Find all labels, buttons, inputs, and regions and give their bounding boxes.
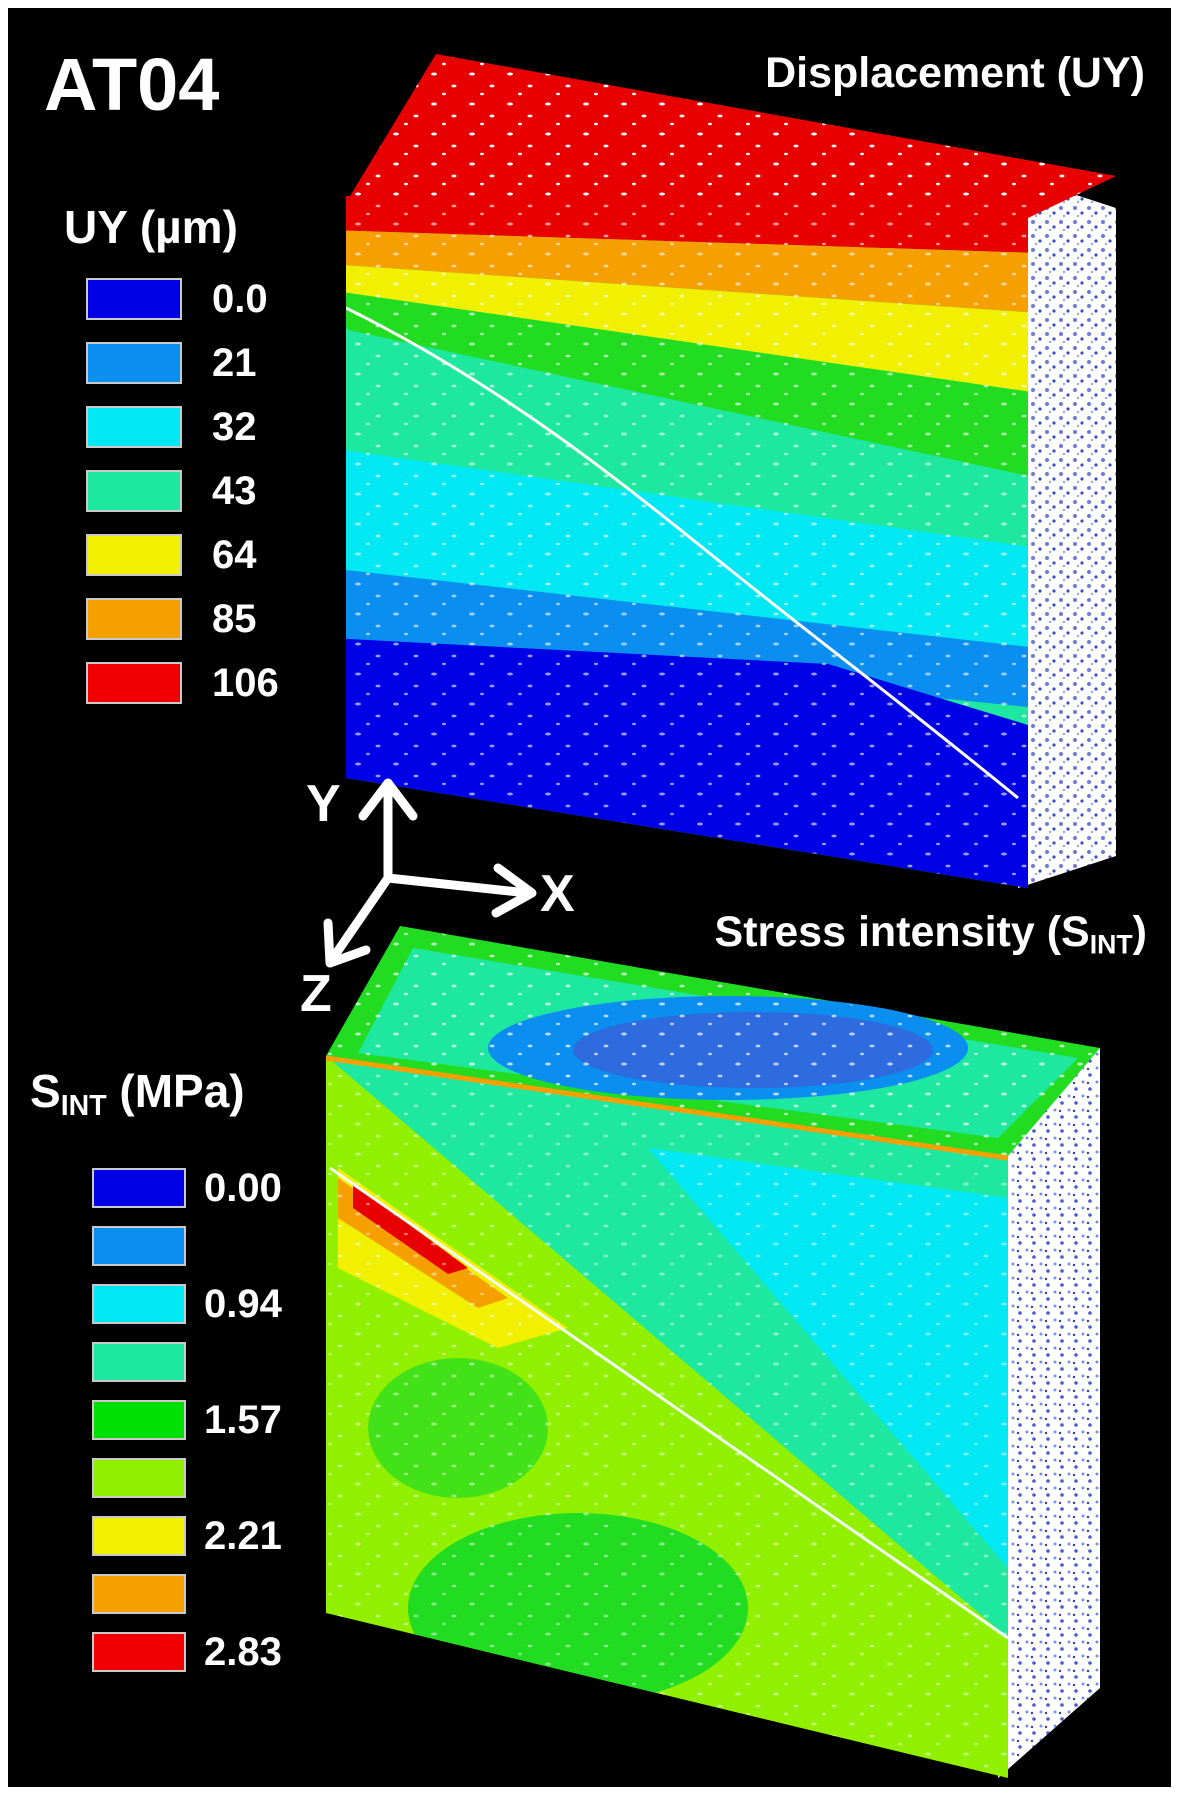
sint-legend-swatch bbox=[92, 1458, 186, 1498]
z-axis-arrowhead bbox=[323, 918, 371, 968]
sint-legend-swatch bbox=[92, 1284, 186, 1324]
sint-legend-swatch bbox=[92, 1400, 186, 1440]
sint-title-main: Stress intensity (S bbox=[714, 908, 1090, 956]
sint-legend-swatch bbox=[92, 1342, 186, 1382]
x-axis-arrowhead bbox=[491, 863, 537, 918]
uy-legend-swatch bbox=[86, 534, 182, 576]
sint-legend-value: 2.83 bbox=[204, 1630, 282, 1674]
uy-legend-swatch bbox=[86, 470, 182, 512]
sint-legend-value: 0.94 bbox=[204, 1282, 282, 1326]
z-axis-label: Z bbox=[300, 965, 332, 1023]
y-axis-label: Y bbox=[306, 775, 341, 833]
sint-top-edge bbox=[325, 1055, 1009, 1161]
sint-legend-title-end: (MPa) bbox=[106, 1065, 245, 1117]
uy-front-face bbox=[346, 196, 1028, 888]
sint-legend-value: 2.21 bbox=[204, 1514, 282, 1558]
sint-legend-title-main: S bbox=[30, 1065, 61, 1117]
fem-scene bbox=[323, 54, 1116, 1778]
uy-legend-swatch bbox=[86, 342, 182, 384]
sint-legend-title-sub: INT bbox=[60, 1089, 107, 1122]
uy-legend-value: 0.0 bbox=[212, 277, 268, 321]
uy-legend-value: 85 bbox=[212, 597, 257, 641]
uy-legend-swatch bbox=[86, 662, 182, 704]
uy-legend-swatch bbox=[86, 278, 182, 320]
sint-legend-swatch bbox=[92, 1168, 186, 1208]
sint-block bbox=[325, 926, 1100, 1778]
sint-legend-swatch bbox=[92, 1574, 186, 1614]
y-axis-arrowhead bbox=[358, 778, 418, 821]
uy-legend-value: 106 bbox=[212, 661, 279, 705]
uy-legend-value: 32 bbox=[212, 405, 257, 449]
sint-legend-value: 1.57 bbox=[204, 1398, 282, 1442]
uy-legend-value: 21 bbox=[212, 341, 257, 385]
uy-top-specks bbox=[350, 54, 1116, 218]
axis-triad bbox=[323, 778, 537, 968]
uy-panel-title: Displacement (UY) bbox=[765, 49, 1145, 97]
uy-legend-swatch bbox=[86, 598, 182, 640]
sint-title-sub: INT bbox=[1089, 929, 1133, 960]
sint-legend-swatch bbox=[92, 1226, 186, 1266]
z-axis-arrow bbox=[328, 873, 393, 963]
sint-right-face bbox=[998, 1048, 1100, 1778]
sint-title-end: ) bbox=[1132, 908, 1147, 956]
sint-legend-title: SINT (MPa) bbox=[30, 1068, 245, 1121]
sint-front-face bbox=[326, 1056, 1008, 1778]
x-axis-arrow bbox=[383, 873, 533, 898]
x-axis-label: X bbox=[540, 865, 575, 923]
uy-right-face bbox=[1018, 176, 1116, 888]
figure-frame: Y X Z AT04 Displacement (UY) Stress inte… bbox=[8, 8, 1171, 1787]
uy-legend-swatch bbox=[86, 406, 182, 448]
uy-block bbox=[346, 54, 1116, 888]
uy-legend-value: 43 bbox=[212, 469, 257, 513]
uy-legend-title: UY (µm) bbox=[64, 201, 238, 253]
sint-legend-swatch bbox=[92, 1516, 186, 1556]
sint-panel-title: Stress intensity (SINT) bbox=[715, 911, 1147, 958]
sample-id: AT04 bbox=[44, 43, 220, 126]
uy-legend-value: 64 bbox=[212, 533, 257, 577]
sint-legend-swatch bbox=[92, 1632, 186, 1672]
sint-legend-value: 0.00 bbox=[204, 1166, 282, 1210]
